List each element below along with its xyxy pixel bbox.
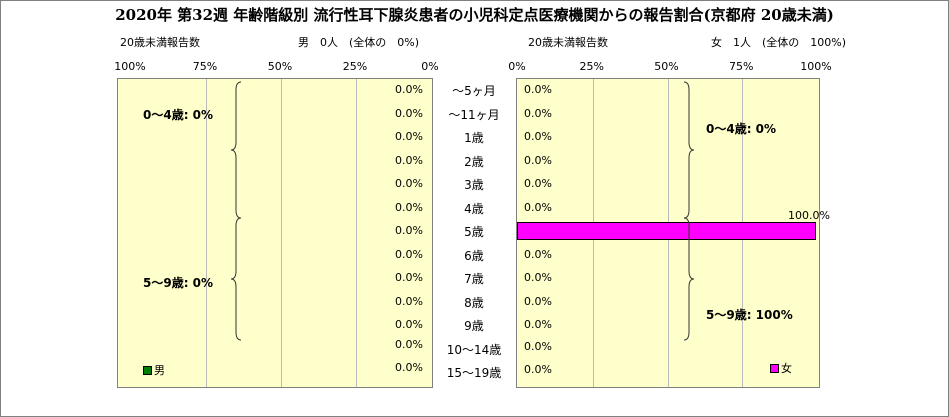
- female-count-label: 20歳未満報告数: [528, 36, 608, 49]
- male-value-label: 0.0%: [395, 318, 423, 331]
- age-category-label: 8歳: [464, 295, 484, 310]
- female-group-label-5-9: 5～9歳: 100%: [706, 308, 793, 322]
- male-gridline: [206, 79, 207, 387]
- age-category-label: 3歳: [464, 178, 484, 192]
- female-value-label: 0.0%: [524, 247, 552, 261]
- male-value-label: 0.0%: [395, 153, 423, 167]
- age-category-label: 9歳: [464, 319, 484, 333]
- male-tick-label: 25%: [342, 60, 368, 73]
- female-value-label: 0.0%: [524, 339, 552, 353]
- female-value-label: 0.0%: [524, 200, 552, 214]
- female-tick-label: 75%: [729, 60, 754, 73]
- age-category-label: ～11ヶ月: [448, 107, 500, 122]
- female-value-label: 0.0%: [524, 130, 552, 143]
- male-value-label: 0.0%: [395, 294, 423, 308]
- male-group-label-5-9: 5～9歳: 0%: [143, 276, 214, 290]
- male-value-label: 0.0%: [395, 271, 423, 284]
- female-tick-label: 25%: [579, 60, 604, 73]
- age-category-label: 6歳: [464, 248, 484, 263]
- female-tick-label: 100%: [800, 60, 832, 73]
- female-legend-label: 女: [781, 362, 792, 375]
- female-group-label-0-4: 0～4歳: 0%: [706, 122, 777, 136]
- male-count-label: 20歳未満報告数: [120, 36, 200, 49]
- male-value-label: 0.0%: [395, 106, 423, 120]
- male-legend-swatch: [143, 365, 152, 375]
- female-bar-label: 100.0%: [788, 209, 830, 222]
- male-value-label: 0.0%: [395, 361, 423, 374]
- age-category-label: 5歳: [464, 225, 484, 239]
- age-category-label: 15～19歳: [446, 366, 502, 380]
- female-value-label: 0.0%: [524, 153, 552, 167]
- female-legend: 女: [770, 360, 792, 376]
- female-summary: 女 1人 (全体の 100%): [711, 36, 847, 49]
- male-gridline: [356, 79, 357, 387]
- female-legend-swatch: [770, 363, 779, 373]
- female-tick-label: 0%: [508, 60, 526, 73]
- male-tick-label: 0%: [421, 60, 439, 73]
- male-value-label: 0.0%: [395, 224, 423, 237]
- age-category-label: 1歳: [464, 131, 484, 145]
- female-value-label: 0.0%: [524, 318, 552, 331]
- age-category-label: 10～14歳: [446, 342, 502, 357]
- male-gridline: [281, 79, 282, 387]
- male-value-label: 0.0%: [395, 337, 423, 351]
- male-group-label-0-4: 0～4歳: 0%: [143, 108, 214, 122]
- female-tick-label: 50%: [654, 60, 679, 73]
- female-value-label: 0.0%: [524, 294, 552, 308]
- female-value-label: 0.0%: [524, 83, 552, 96]
- male-tick-label: 50%: [267, 60, 293, 73]
- male-value-label: 0.0%: [395, 83, 423, 96]
- age-category-label: 7歳: [464, 272, 484, 286]
- male-plot-area: [117, 78, 433, 388]
- male-value-label: 0.0%: [395, 247, 423, 261]
- male-value-label: 0.0%: [395, 177, 423, 190]
- chart-title: 2020年 第32週 年齢階級別 流行性耳下腺炎患者の小児科定点医療機関からの報…: [115, 6, 834, 24]
- female-value-label: 0.0%: [524, 177, 552, 190]
- male-tick-label: 100%: [114, 60, 146, 73]
- male-tick-label: 75%: [192, 60, 218, 73]
- male-value-label: 0.0%: [395, 200, 423, 214]
- male-legend: 男: [143, 362, 165, 378]
- male-value-label: 0.0%: [395, 130, 423, 143]
- age-category-label: 4歳: [464, 201, 484, 216]
- female-value-label: 0.0%: [524, 271, 552, 284]
- female-value-label: 0.0%: [524, 363, 552, 376]
- female-value-label: 0.0%: [524, 106, 552, 120]
- male-legend-label: 男: [154, 364, 165, 377]
- age-category-label: 2歳: [464, 154, 484, 169]
- age-category-label: ～5ヶ月: [452, 84, 496, 98]
- female-bar: [517, 222, 816, 240]
- male-summary: 男 0人 (全体の 0%): [298, 36, 420, 49]
